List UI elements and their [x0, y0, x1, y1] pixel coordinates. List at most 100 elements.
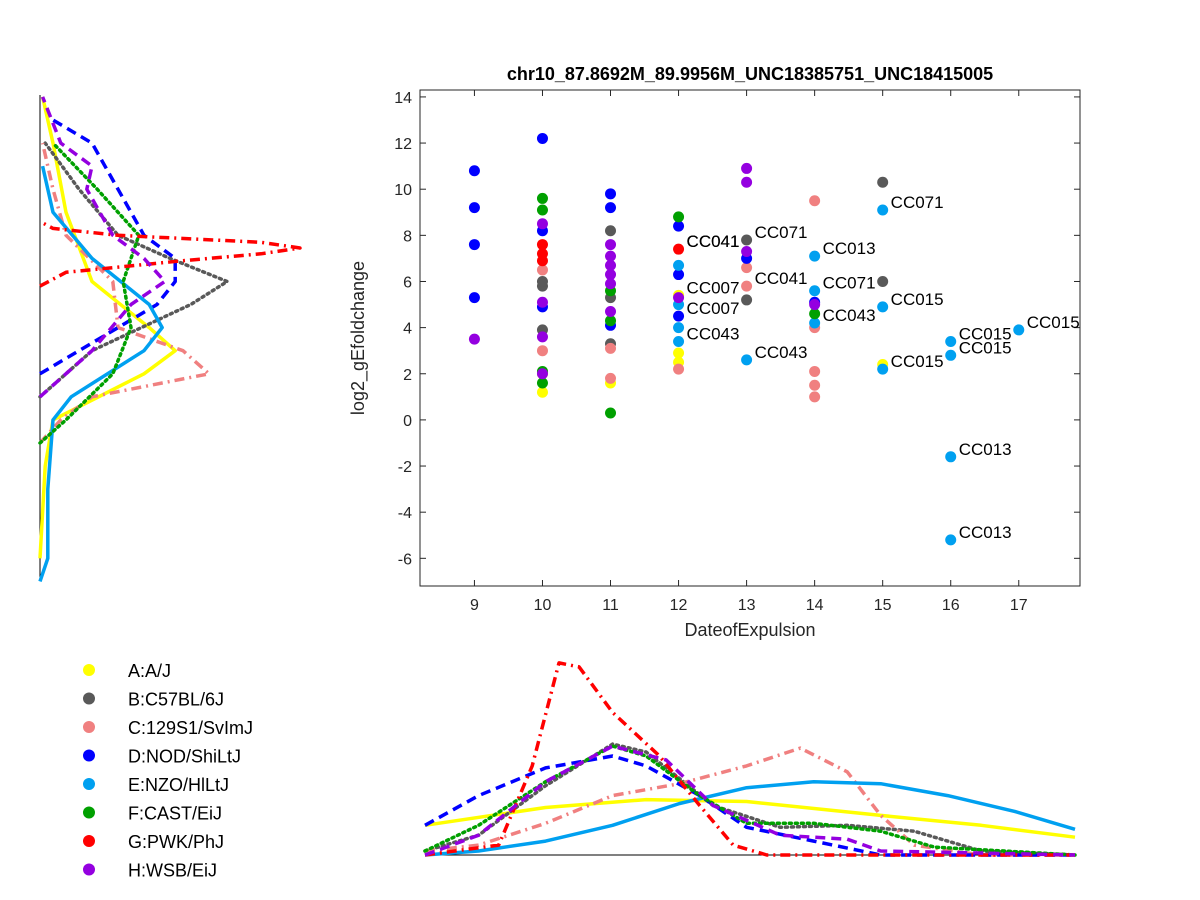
- left-density-curve: [39, 219, 302, 288]
- x-tick-label: 17: [1010, 597, 1028, 614]
- data-point: [741, 245, 753, 257]
- data-point: [741, 354, 753, 366]
- y-tick-label: 0: [403, 413, 412, 430]
- left-density-panel: [38, 95, 302, 582]
- data-point: [605, 315, 617, 327]
- left-density-curve: [38, 96, 167, 399]
- point-label: CC041: [755, 269, 808, 288]
- data-point: [877, 204, 889, 216]
- data-point: [945, 451, 957, 463]
- data-point: [605, 225, 617, 237]
- point-label: CC007: [687, 278, 740, 297]
- data-point: [536, 368, 548, 380]
- data-point: [468, 292, 480, 304]
- data-point: [877, 363, 889, 375]
- point-label: CC043: [755, 343, 808, 362]
- legend-marker: [83, 863, 95, 876]
- legend-label: E:NZO/HlLtJ: [128, 775, 229, 795]
- bottom-density-curve: [424, 797, 1076, 839]
- bottom-density-curve: [424, 744, 1076, 857]
- y-axis-ticks: -6 -4 -2 0 2 4 6 8 10 12 14: [394, 90, 1080, 568]
- data-point: [741, 294, 753, 306]
- legend-label: F:CAST/EiJ: [128, 804, 222, 824]
- data-point: [673, 292, 685, 304]
- data-point: [536, 264, 548, 276]
- data-point: [809, 317, 821, 329]
- legend-label: B:C57BL/6J: [128, 690, 224, 710]
- x-tick-label: 14: [806, 597, 824, 614]
- y-tick-label: 10: [394, 182, 412, 199]
- point-label: CC071: [891, 193, 944, 212]
- chart-title: chr10_87.8692M_89.9956M_UNC18385751_UNC1…: [507, 64, 993, 84]
- x-tick-label: 16: [942, 597, 960, 614]
- data-point: [809, 250, 821, 262]
- data-point: [673, 269, 685, 281]
- data-point: [536, 204, 548, 216]
- x-tick-label: 10: [534, 597, 552, 614]
- y-tick-label: 2: [403, 367, 412, 384]
- point-label: CC043: [823, 306, 876, 325]
- data-point: [536, 275, 548, 287]
- legend-label: A:A/J: [128, 661, 171, 681]
- legend-marker: [83, 778, 95, 790]
- x-axis-ticks: 9 10 11 12 13 14 15 16 17: [470, 90, 1028, 614]
- data-point: [809, 285, 821, 297]
- bottom-density-curve: [423, 744, 1077, 857]
- legend-label: G:PWK/PhJ: [128, 832, 224, 852]
- left-density-curve: [38, 96, 177, 559]
- point-label: CC015: [1027, 313, 1080, 332]
- data-point: [877, 176, 889, 188]
- data-point: [877, 275, 889, 287]
- point-label: CC041: [687, 232, 740, 251]
- point-label: CC041: [687, 232, 740, 251]
- data-point: [809, 195, 821, 207]
- data-point: [741, 234, 753, 246]
- data-point: [536, 331, 548, 343]
- data-point: [673, 310, 685, 322]
- bottom-density-curves: [423, 661, 1077, 857]
- data-point: [605, 188, 617, 200]
- data-point: [605, 202, 617, 214]
- data-point: [809, 391, 821, 403]
- data-point: [673, 220, 685, 232]
- point-label: CC013: [823, 239, 876, 258]
- x-tick-label: 15: [874, 597, 892, 614]
- point-label: CC071: [823, 274, 876, 293]
- data-point: [605, 250, 617, 262]
- bottom-density-curve: [424, 661, 1075, 857]
- legend-marker: [83, 835, 95, 847]
- legend-marker: [83, 806, 95, 819]
- y-axis-label: log2_gEfoldchange: [348, 261, 369, 415]
- point-label: CC013: [959, 523, 1012, 542]
- data-point: [536, 377, 548, 389]
- data-point: [809, 379, 821, 391]
- data-point: [877, 301, 889, 313]
- point-label: CC015: [959, 338, 1012, 357]
- data-point: [741, 262, 753, 274]
- data-point: [468, 333, 480, 345]
- point-label: CC043: [687, 324, 740, 343]
- left-density-curve: [38, 165, 164, 582]
- data-point: [1013, 324, 1025, 336]
- data-point: [741, 162, 753, 174]
- data-point: [536, 386, 548, 398]
- data-point: [673, 243, 685, 255]
- legend-marker: [83, 692, 95, 705]
- data-point: [673, 322, 685, 334]
- point-label: CC015: [959, 324, 1012, 343]
- data-point: [605, 259, 617, 271]
- legend-marker: [83, 721, 95, 733]
- data-point: [673, 347, 685, 359]
- legend: A:A/J B:C57BL/6J C:129S1/SvImJ D:NOD/ShiLtJ…: [83, 661, 253, 881]
- data-point: [536, 218, 548, 230]
- bottom-density-curve: [424, 779, 1076, 857]
- bottom-density-curve: [424, 746, 1075, 857]
- data-point: [673, 335, 685, 347]
- x-axis-label: DateofExpulsion: [684, 620, 815, 640]
- data-point: [605, 278, 617, 290]
- point-label: CC015: [891, 290, 944, 309]
- data-point: [605, 305, 617, 317]
- data-point: [536, 192, 548, 204]
- legend-marker: [83, 749, 95, 762]
